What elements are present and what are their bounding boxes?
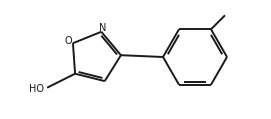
Text: HO: HO <box>29 84 44 94</box>
Text: O: O <box>64 36 72 46</box>
Text: N: N <box>99 23 106 33</box>
